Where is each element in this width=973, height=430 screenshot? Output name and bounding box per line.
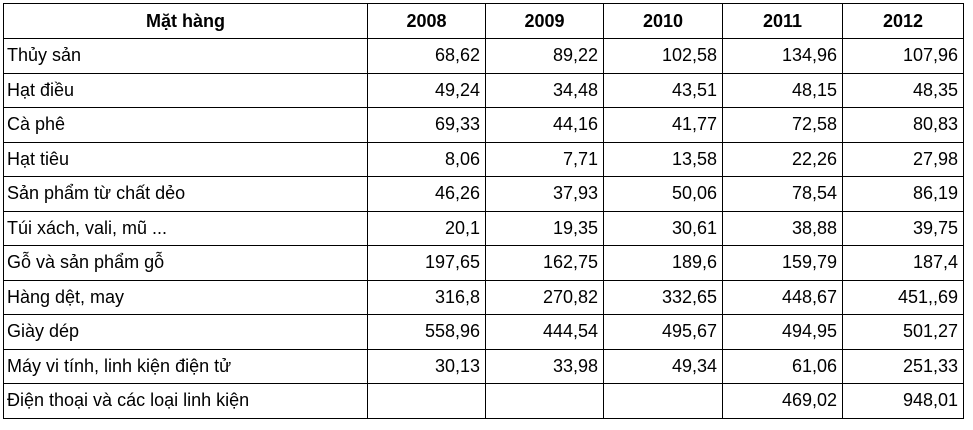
value-cell: 270,82	[485, 279, 604, 315]
table-body: Thủy sản 68,62 89,22 102,58 134,96 107,96 Hạt …	[3, 38, 964, 419]
value-cell: 86,19	[842, 176, 964, 212]
data-table: Mặt hàng 2008 2009 2010 2011 2012 Thủy sản 68,…	[3, 3, 964, 419]
value-cell: 80,83	[842, 107, 964, 143]
value-cell: 495,67	[603, 314, 723, 350]
value-cell: 89,22	[485, 38, 604, 74]
item-name: Hạt điều	[3, 72, 368, 108]
value-cell: 107,96	[842, 38, 964, 74]
header-cell: 2012	[842, 3, 964, 39]
table-row: Hạt tiêu 8,06 7,71 13,58 22,26 27,98	[3, 141, 964, 177]
item-name: Hạt tiêu	[3, 141, 368, 177]
value-cell: 48,15	[722, 72, 843, 108]
value-cell: 159,79	[722, 245, 843, 281]
item-name: Gỗ và sản phẩm gỗ	[3, 245, 368, 281]
value-cell	[367, 383, 486, 419]
item-name: Điện thoại và các loại linh kiện	[3, 383, 368, 419]
header-cell: 2009	[485, 3, 604, 39]
value-cell: 61,06	[722, 348, 843, 384]
value-cell: 187,4	[842, 245, 964, 281]
value-cell: 19,35	[485, 210, 604, 246]
value-cell: 8,06	[367, 141, 486, 177]
value-cell: 251,33	[842, 348, 964, 384]
value-cell: 189,6	[603, 245, 723, 281]
value-cell: 948,01	[842, 383, 964, 419]
value-cell	[603, 383, 723, 419]
value-cell: 22,26	[722, 141, 843, 177]
header-cell: 2011	[722, 3, 843, 39]
table-row: Giày dép 558,96 444,54 495,67 494,95 501,27	[3, 314, 964, 350]
value-cell: 448,67	[722, 279, 843, 315]
value-cell: 451,,69	[842, 279, 964, 315]
table-row: Thủy sản 68,62 89,22 102,58 134,96 107,96	[3, 38, 964, 74]
value-cell: 50,06	[603, 176, 723, 212]
value-cell: 20,1	[367, 210, 486, 246]
table-row: Máy vi tính, linh kiện điện tử 30,13 33,98…	[3, 348, 964, 384]
value-cell: 494,95	[722, 314, 843, 350]
value-cell: 30,13	[367, 348, 486, 384]
table-row: Gỗ và sản phẩm gỗ 197,65 162,75 189,6 159,79…	[3, 245, 964, 281]
value-cell: 68,62	[367, 38, 486, 74]
item-name: Túi xách, vali, mũ ...	[3, 210, 368, 246]
value-cell: 69,33	[367, 107, 486, 143]
value-cell	[485, 383, 604, 419]
value-cell: 30,61	[603, 210, 723, 246]
value-cell: 43,51	[603, 72, 723, 108]
item-name: Sản phẩm từ chất dẻo	[3, 176, 368, 212]
value-cell: 49,24	[367, 72, 486, 108]
table-row: Điện thoại và các loại linh kiện 469,02 94…	[3, 383, 964, 419]
header-cell: 2010	[603, 3, 723, 39]
value-cell: 316,8	[367, 279, 486, 315]
table-row: Cà phê 69,33 44,16 41,77 72,58 80,83	[3, 107, 964, 143]
table-header: Mặt hàng 2008 2009 2010 2011 2012	[3, 3, 964, 39]
value-cell: 78,54	[722, 176, 843, 212]
value-cell: 27,98	[842, 141, 964, 177]
value-cell: 162,75	[485, 245, 604, 281]
table-row: Hạt điều 49,24 34,48 43,51 48,15 48,35	[3, 72, 964, 108]
value-cell: 39,75	[842, 210, 964, 246]
value-cell: 34,48	[485, 72, 604, 108]
value-cell: 41,77	[603, 107, 723, 143]
value-cell: 134,96	[722, 38, 843, 74]
value-cell: 332,65	[603, 279, 723, 315]
item-name: Giày dép	[3, 314, 368, 350]
value-cell: 102,58	[603, 38, 723, 74]
value-cell: 197,65	[367, 245, 486, 281]
value-cell: 44,16	[485, 107, 604, 143]
value-cell: 37,93	[485, 176, 604, 212]
table-row: Hàng dệt, may 316,8 270,82 332,65 448,67 451,…	[3, 279, 964, 315]
value-cell: 13,58	[603, 141, 723, 177]
value-cell: 46,26	[367, 176, 486, 212]
value-cell: 48,35	[842, 72, 964, 108]
value-cell: 33,98	[485, 348, 604, 384]
header-cell: Mặt hàng	[3, 3, 368, 39]
value-cell: 38,88	[722, 210, 843, 246]
table-row: Túi xách, vali, mũ ... 20,1 19,35 30,61 38,8…	[3, 210, 964, 246]
value-cell: 444,54	[485, 314, 604, 350]
value-cell: 7,71	[485, 141, 604, 177]
header-cell: 2008	[367, 3, 486, 39]
header-row: Mặt hàng 2008 2009 2010 2011 2012	[3, 3, 964, 39]
value-cell: 49,34	[603, 348, 723, 384]
value-cell: 501,27	[842, 314, 964, 350]
item-name: Hàng dệt, may	[3, 279, 368, 315]
value-cell: 72,58	[722, 107, 843, 143]
item-name: Cà phê	[3, 107, 368, 143]
item-name: Thủy sản	[3, 38, 368, 74]
value-cell: 469,02	[722, 383, 843, 419]
table-row: Sản phẩm từ chất dẻo 46,26 37,93 50,06 78,54…	[3, 176, 964, 212]
item-name: Máy vi tính, linh kiện điện tử	[3, 348, 368, 384]
value-cell: 558,96	[367, 314, 486, 350]
